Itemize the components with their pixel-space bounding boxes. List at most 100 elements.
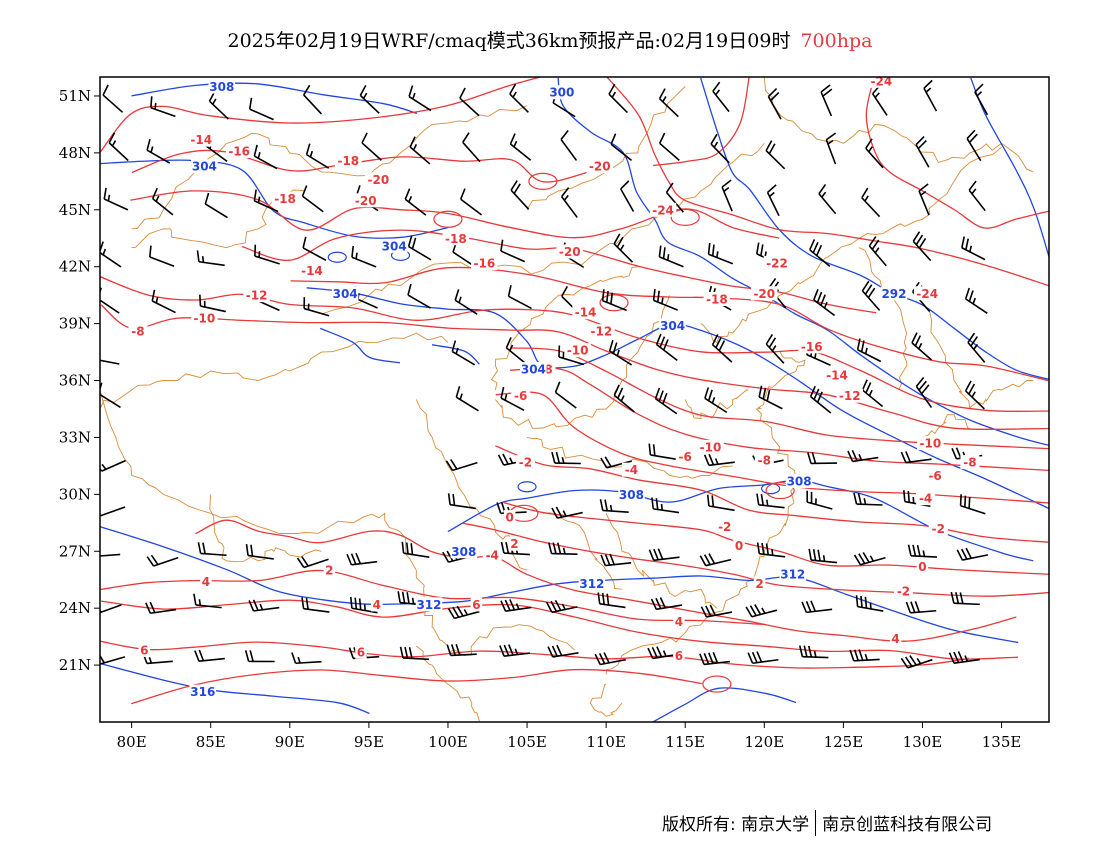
temperature-closed-contour [599,294,629,312]
temperature-label-bg [697,439,724,454]
temperature-contour [195,519,1017,642]
wind-barb-feather [712,81,721,92]
wind-barb-feather [856,338,861,350]
wind-barb [204,192,228,219]
wind-barb-half-feather [412,92,416,100]
temperature-label-bg [588,324,615,339]
temperature-label: -8 [131,325,144,339]
wind-barb-feather [404,188,411,200]
wind-barb [100,506,126,517]
wind-barb [301,597,330,613]
wind-barb-feather [707,389,713,401]
temperature-label: 2 [755,577,763,591]
wind-barb-half-feather [512,91,517,98]
temperature-label-bg [200,574,212,589]
temperature-label-bg [355,644,367,659]
temperature-label-bg [916,559,929,574]
wind-barb [407,235,432,261]
wind-barb [151,289,176,314]
wind-barb [601,289,627,312]
border-line [100,389,401,534]
wind-barb-feather [974,83,984,93]
temperature-label: -6 [679,450,692,464]
wind-barb [964,380,985,410]
wind-barb-feather [652,288,656,301]
wind-barb-feather [500,600,507,612]
wind-barb [608,339,633,366]
wind-barb-feather [801,601,808,613]
wind-barb [648,548,680,562]
wind-barb-feather [252,599,259,611]
height-label-bg [618,487,645,502]
wind-barb-feather [355,552,362,565]
wind-barb-feather [760,244,764,256]
wind-barb-half-feather [620,395,625,402]
wind-barb-half-feather [822,555,826,562]
wind-barb-feather [650,598,658,610]
wind-barb-feather [858,553,866,564]
wind-barb [613,384,635,413]
x-tick-label: 85E [196,733,226,751]
wind-barb [813,289,836,317]
wind-barb [707,242,734,265]
temperature-label-bg [586,159,614,174]
wind-barb-feather [204,192,210,205]
wind-barb-feather [305,597,309,610]
wind-barb-staff [508,295,532,310]
temperature-label-bg [754,453,774,468]
wind-barb-feather [653,548,659,561]
wind-barb-feather [721,179,732,188]
border-line [605,513,718,609]
wind-barb [808,548,838,564]
wind-barb-feather [965,547,972,559]
wind-barb [923,79,938,112]
wind-barb-half-feather [922,550,926,557]
wind-barb-half-feather [198,599,202,606]
wind-barb-feather [547,542,553,554]
wind-barb [855,595,884,612]
border-line [589,683,623,717]
wind-barb-half-feather [660,503,663,511]
wind-barb [956,547,989,561]
temperature-label-bg [649,202,677,217]
wind-barb [620,180,635,212]
wind-barb-feather [600,457,608,469]
temperature-contour [510,367,1049,472]
wind-barb [912,231,932,262]
wind-barb [747,651,779,665]
wind-barb-staff [102,94,124,113]
temperature-label-bg [371,597,383,612]
wind-barb-feather [407,235,413,247]
temperature-contour [131,668,702,705]
temperature-label-bg [572,305,599,320]
wind-barb-feather [556,542,562,554]
wind-barb-feather [912,544,917,557]
wind-barb-feather [509,133,516,145]
wind-barb-feather [505,542,510,554]
wind-barb-feather [194,650,200,662]
wind-barb-feather [150,554,159,566]
border-line [684,389,749,419]
wind-barb-feather [862,552,870,563]
wind-barb-feather [914,601,921,613]
wind-barb-feather [454,289,460,301]
wind-barb-feather [758,385,763,398]
wind-barb-feather [765,140,773,151]
temperature-label: -20 [368,173,390,187]
wind-barb-half-feather [257,152,261,159]
temperature-contour [100,275,1049,413]
wind-barb-feather [500,386,505,399]
wind-barb-feather [411,237,417,250]
wind-barb-feather [658,390,664,402]
wind-barb-feather [820,294,826,306]
wind-barb [765,140,786,170]
wind-barb-feather [905,601,912,614]
temperature-label-bg [733,538,745,553]
wind-barb [966,129,982,162]
temperature-label-bg [673,648,685,663]
wind-barb-feather [948,652,955,664]
wind-barb [849,649,880,662]
wind-barb-feather [710,133,718,145]
wind-barb [146,139,171,164]
wind-barb [756,493,785,509]
